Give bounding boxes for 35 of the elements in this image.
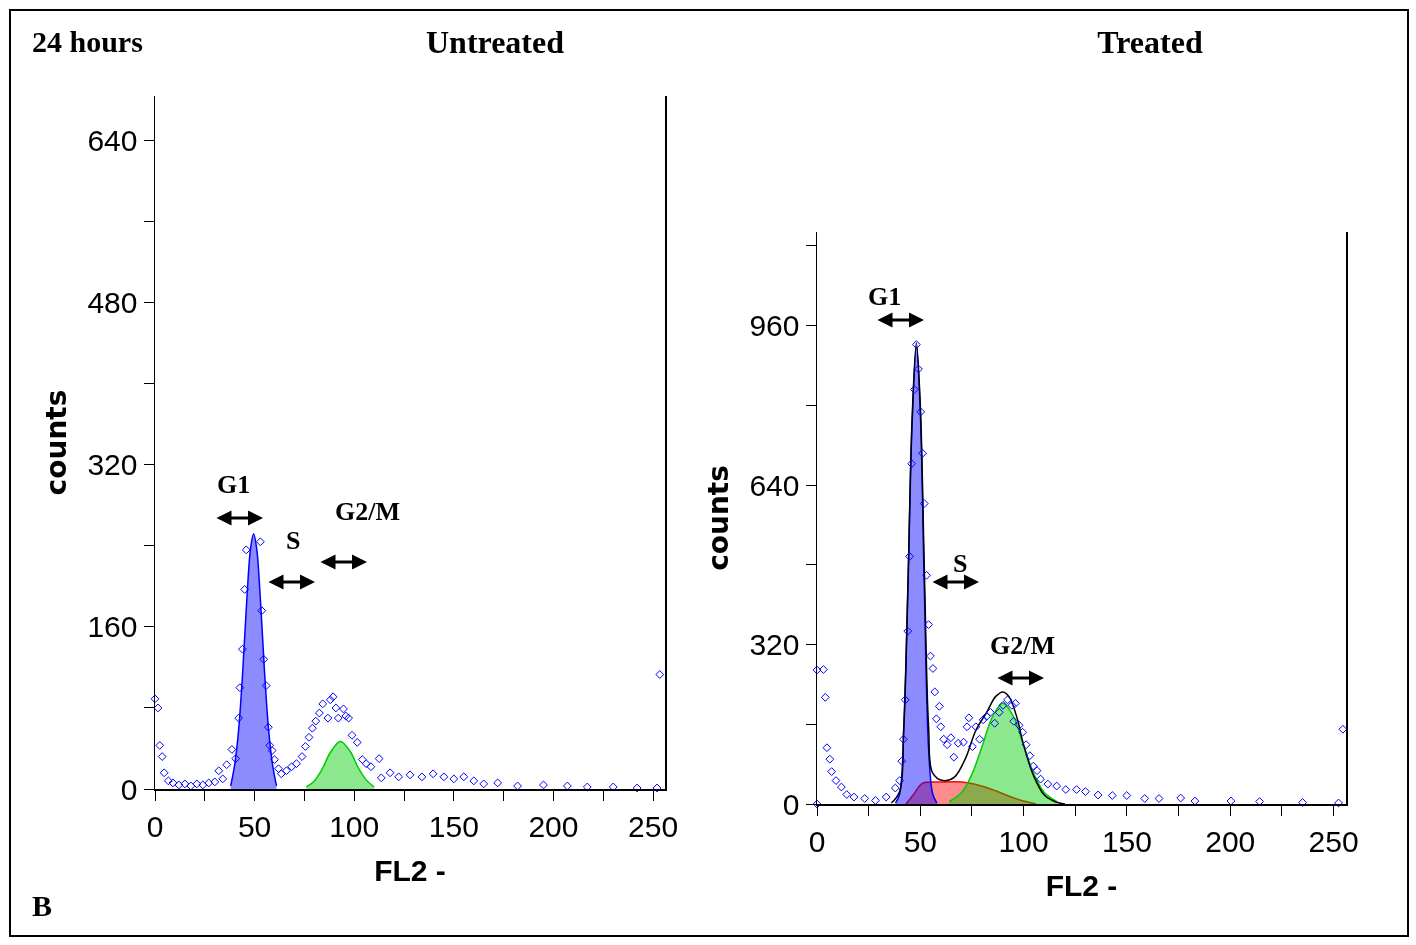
y-tick-label: 960 — [749, 309, 800, 343]
y-axis-title: counts — [40, 389, 74, 496]
y-tick-label: 640 — [87, 124, 138, 158]
chart-title: Untreated — [425, 24, 565, 61]
x-tick-label: 200 — [1205, 824, 1256, 858]
y-tick-label: 0 — [120, 772, 138, 806]
x-tick-label: 0 — [808, 824, 826, 858]
y-tick-label: 640 — [749, 468, 800, 502]
x-tick-label: 250 — [1308, 824, 1359, 858]
text: 24 hours — [32, 25, 143, 58]
y-tick-label: 320 — [749, 628, 800, 662]
text: B — [32, 889, 53, 922]
x-axis-title: FL2 - — [1045, 868, 1118, 902]
x-tick-label: 100 — [329, 809, 380, 843]
x-tick-label: 0 — [146, 809, 164, 843]
y-tick-label: 160 — [87, 610, 138, 644]
x-tick-label: 150 — [428, 809, 479, 843]
annotation: S — [953, 549, 968, 578]
y-axis-title: counts — [702, 465, 736, 571]
annotation: G2/M — [335, 497, 400, 526]
annotation: G1 — [868, 282, 902, 311]
x-axis-title: FL2 - — [374, 853, 446, 887]
y-tick-label: 320 — [87, 448, 138, 482]
x-tick-label: 100 — [998, 824, 1049, 858]
y-tick-label: 480 — [87, 286, 138, 320]
annotation: S — [286, 526, 301, 555]
y-tick-label: 0 — [782, 787, 800, 821]
x-tick-label: 250 — [628, 809, 679, 843]
x-tick-label: 150 — [1101, 824, 1152, 858]
chart-title: Treated — [1097, 24, 1203, 61]
annotation: G2/M — [990, 631, 1055, 660]
annotation: G1 — [217, 470, 251, 499]
x-tick-label: 50 — [903, 824, 938, 858]
x-tick-label: 50 — [237, 809, 272, 843]
x-tick-label: 200 — [528, 809, 579, 843]
